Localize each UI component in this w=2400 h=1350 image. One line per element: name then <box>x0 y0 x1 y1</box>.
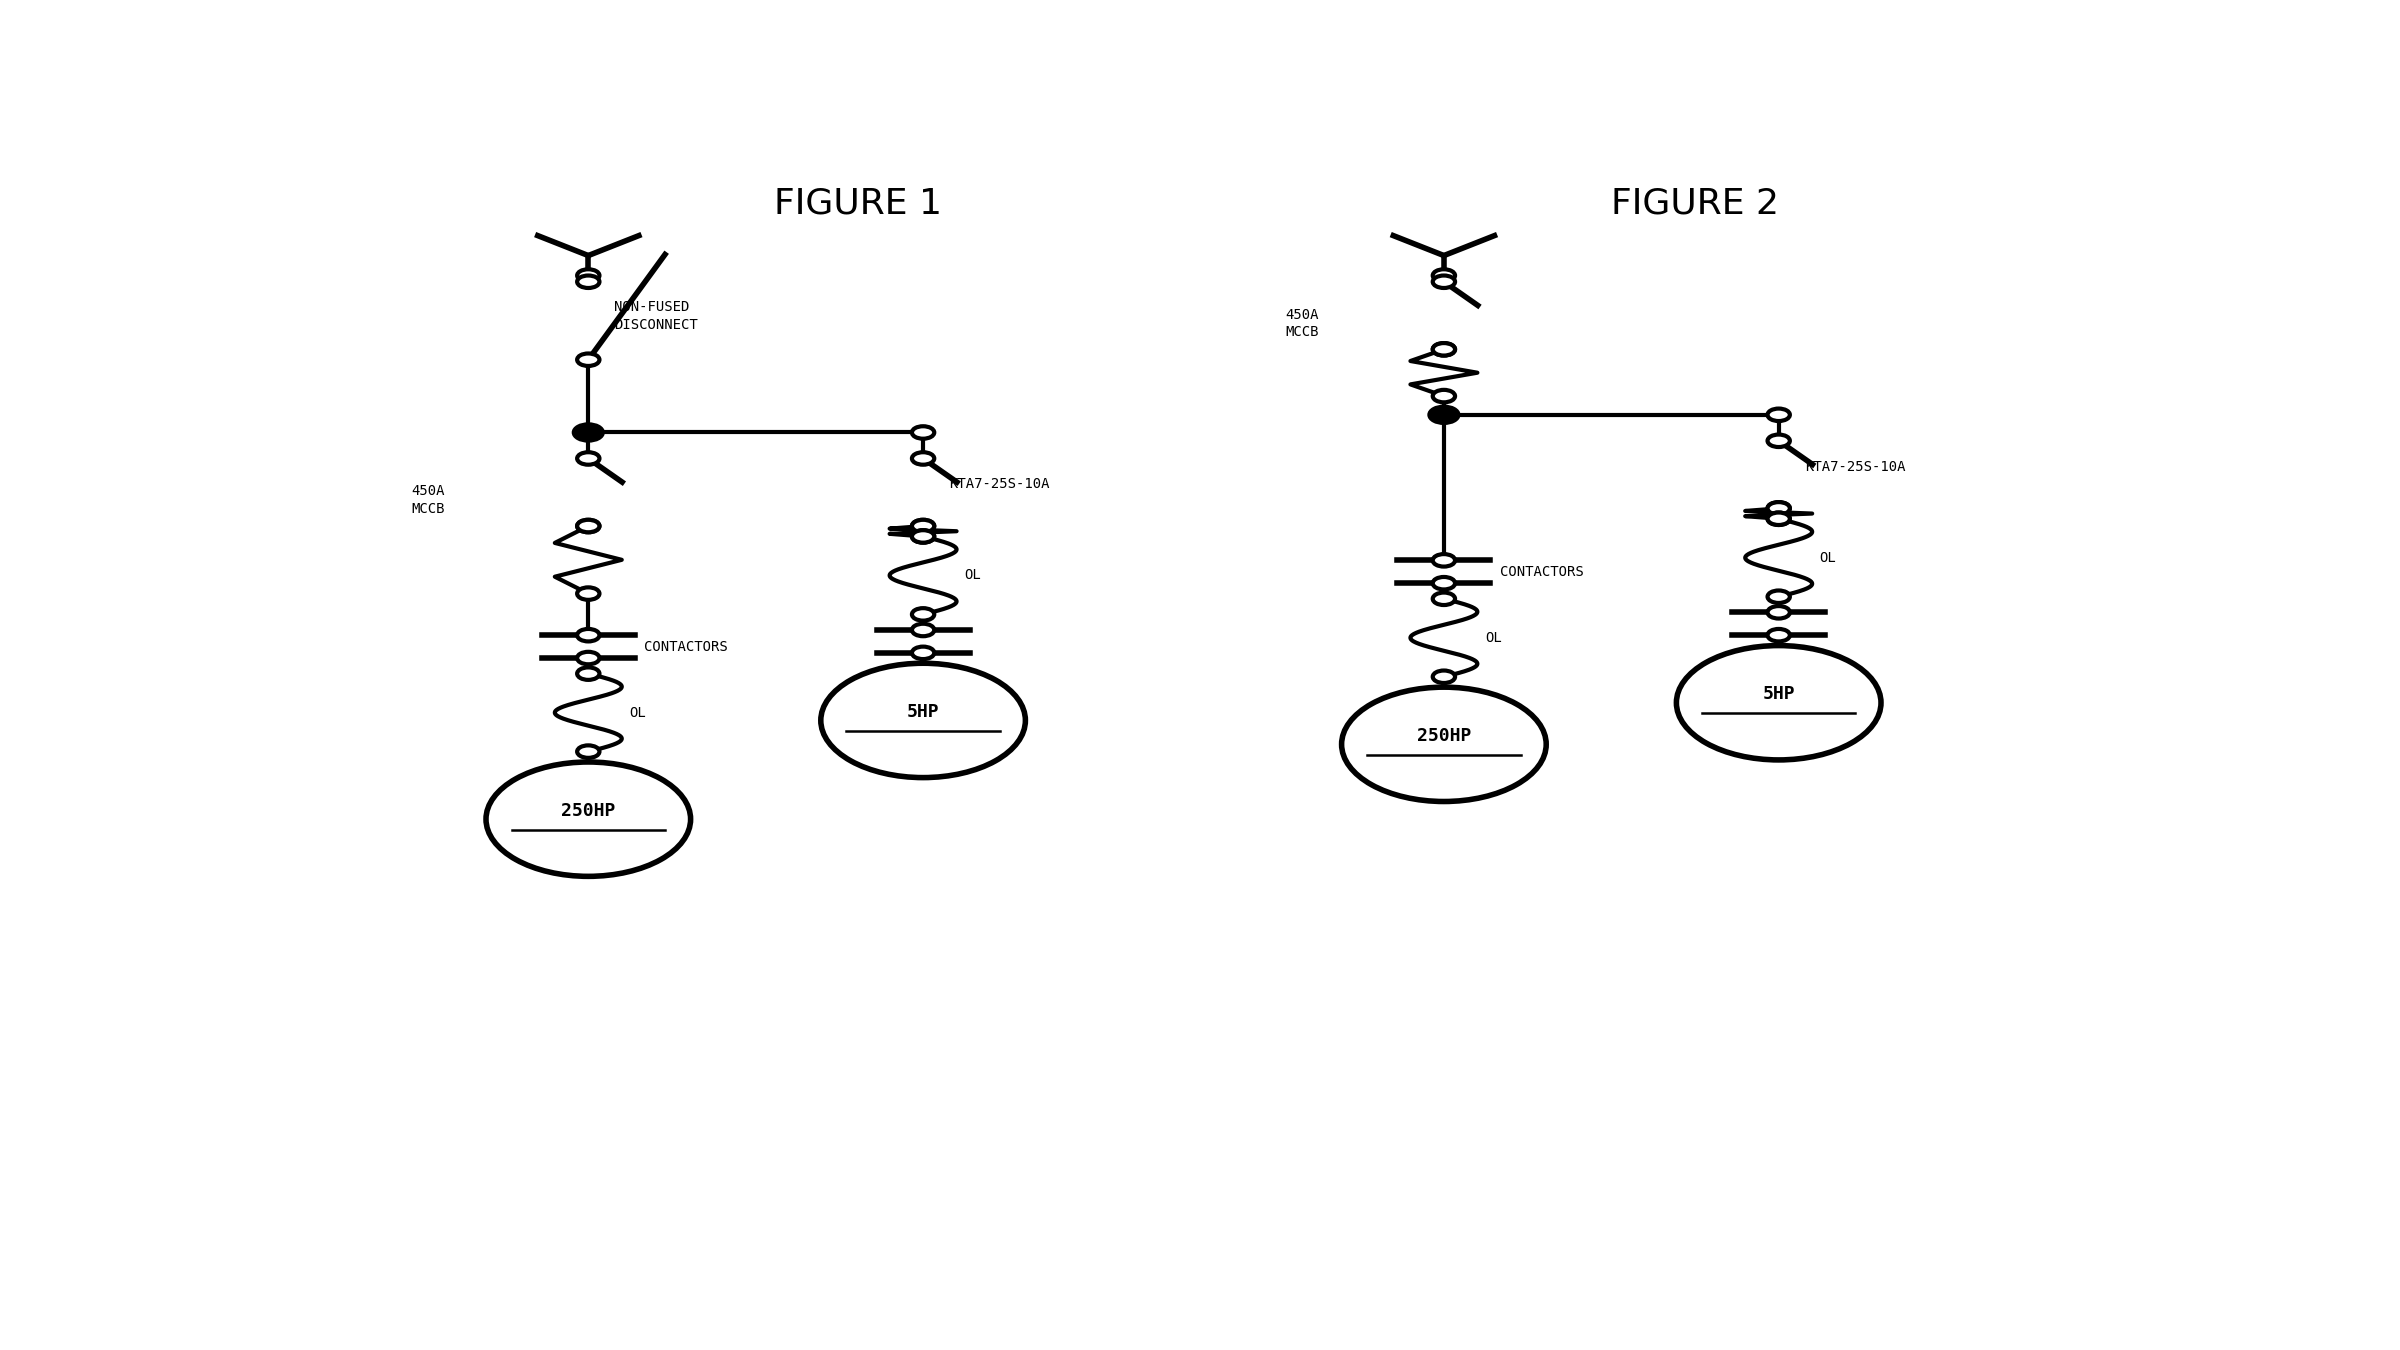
Circle shape <box>1766 590 1790 603</box>
Text: NON-FUSED
DISCONNECT: NON-FUSED DISCONNECT <box>614 301 698 332</box>
Circle shape <box>485 761 691 876</box>
Circle shape <box>576 745 600 757</box>
Circle shape <box>1433 671 1454 683</box>
Circle shape <box>1433 343 1454 355</box>
Circle shape <box>912 624 934 636</box>
Circle shape <box>912 531 934 543</box>
Circle shape <box>1433 390 1454 402</box>
Text: KTA7-25S-10A: KTA7-25S-10A <box>948 477 1049 491</box>
Circle shape <box>576 520 600 532</box>
Text: OL: OL <box>965 568 982 582</box>
Text: 250HP: 250HP <box>1416 728 1471 745</box>
Circle shape <box>576 354 600 366</box>
Text: OL: OL <box>1486 630 1502 645</box>
Text: 5HP: 5HP <box>1762 686 1795 703</box>
Circle shape <box>576 667 600 680</box>
Text: KTA7-25S-10A: KTA7-25S-10A <box>1805 459 1906 474</box>
Text: 5HP: 5HP <box>907 703 938 721</box>
Text: OL: OL <box>629 706 646 720</box>
Circle shape <box>1766 435 1790 447</box>
Text: FIGURE 2: FIGURE 2 <box>1610 186 1778 220</box>
Circle shape <box>1433 269 1454 282</box>
Circle shape <box>912 452 934 464</box>
Circle shape <box>1766 502 1790 514</box>
Text: FIGURE 1: FIGURE 1 <box>773 186 941 220</box>
Circle shape <box>912 520 934 532</box>
Text: 450A
MCCB: 450A MCCB <box>413 485 444 516</box>
Circle shape <box>1766 513 1790 525</box>
Circle shape <box>576 452 600 464</box>
Text: OL: OL <box>1819 551 1836 564</box>
Circle shape <box>1678 645 1882 760</box>
Circle shape <box>1342 687 1546 802</box>
Circle shape <box>1433 576 1454 590</box>
Circle shape <box>576 629 600 641</box>
Circle shape <box>576 275 600 288</box>
Text: 450A
MCCB: 450A MCCB <box>1286 308 1320 339</box>
Circle shape <box>1433 343 1454 355</box>
Circle shape <box>912 647 934 659</box>
Circle shape <box>576 587 600 599</box>
Circle shape <box>912 531 934 543</box>
Circle shape <box>576 269 600 282</box>
Circle shape <box>574 424 602 440</box>
Circle shape <box>1766 606 1790 618</box>
Text: CONTACTORS: CONTACTORS <box>1500 564 1584 579</box>
Circle shape <box>912 608 934 621</box>
Circle shape <box>1430 406 1459 423</box>
Circle shape <box>821 663 1025 778</box>
Circle shape <box>1433 593 1454 605</box>
Circle shape <box>1433 275 1454 288</box>
Circle shape <box>576 520 600 532</box>
Circle shape <box>1766 409 1790 421</box>
Circle shape <box>1766 629 1790 641</box>
Circle shape <box>576 652 600 664</box>
Circle shape <box>912 520 934 532</box>
Circle shape <box>1433 554 1454 567</box>
Text: 250HP: 250HP <box>562 802 614 819</box>
Circle shape <box>1766 502 1790 514</box>
Text: CONTACTORS: CONTACTORS <box>643 640 727 653</box>
Circle shape <box>912 427 934 439</box>
Circle shape <box>1766 513 1790 525</box>
